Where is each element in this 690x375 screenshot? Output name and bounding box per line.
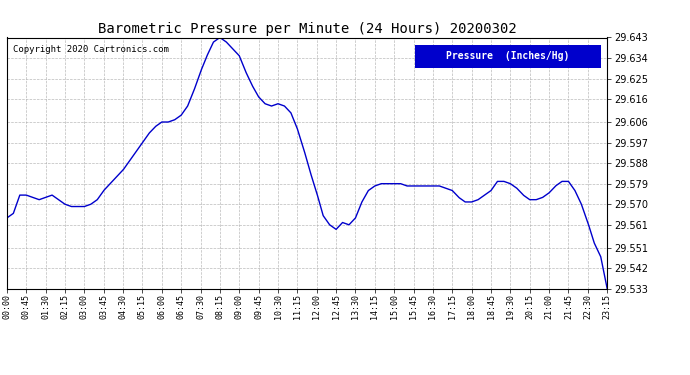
- Title: Barometric Pressure per Minute (24 Hours) 20200302: Barometric Pressure per Minute (24 Hours…: [98, 22, 516, 36]
- Text: Copyright 2020 Cartronics.com: Copyright 2020 Cartronics.com: [13, 45, 169, 54]
